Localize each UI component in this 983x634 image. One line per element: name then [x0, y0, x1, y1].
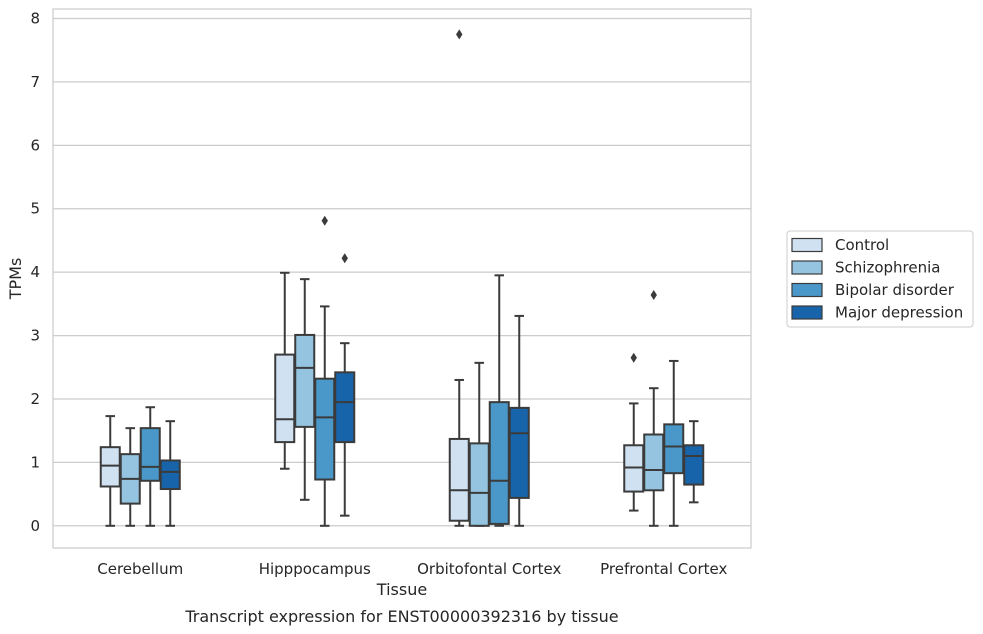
box-bipolar-disorder: [314, 215, 336, 527]
y-axis-ticks: 0 1 2 3 4 5 6 7 8: [30, 10, 40, 535]
y-tick-label: 4: [30, 263, 40, 281]
box-bipolar-disorder: [488, 274, 510, 527]
iqr-box: [468, 442, 490, 527]
iqr-box: [139, 427, 161, 482]
chart-caption: Transcript expression for ENST0000039231…: [184, 607, 618, 626]
box-major-depression: [334, 253, 356, 517]
legend-frame: [786, 230, 974, 328]
box-bipolar-disorder: [139, 406, 161, 527]
outlier-point: [650, 289, 657, 300]
iqr-box: [294, 333, 316, 428]
legend-label: Control: [835, 236, 889, 254]
plot-area-frame: [52, 8, 752, 549]
y-tick-label: 5: [30, 200, 40, 218]
y-tick-label: 7: [30, 73, 40, 91]
iqr-box: [643, 433, 665, 492]
legend-swatch: [791, 282, 823, 298]
y-tick-label: 1: [30, 453, 40, 471]
box-schizophrenia: [468, 361, 490, 527]
legend-swatch: [791, 237, 823, 253]
iqr-box: [314, 377, 336, 481]
iqr-box: [663, 423, 685, 475]
box-control: [623, 352, 645, 512]
legend: Control Schizophrenia Bipolar disorder Majo…: [786, 230, 974, 328]
y-tick-label: 8: [30, 10, 40, 28]
x-axis-ticks: Cerebellum Hipppocampus Orbitofontal Corte…: [97, 560, 727, 578]
x-tick-label: Orbitofontal Cortex: [417, 560, 561, 578]
iqr-box: [448, 437, 470, 522]
box-control: [99, 415, 121, 527]
iqr-box: [159, 459, 181, 491]
outlier-point: [456, 29, 463, 40]
box-control: [274, 271, 296, 470]
legend-label: Major depression: [835, 304, 963, 322]
y-tick-label: 0: [30, 517, 40, 535]
legend-swatch: [791, 260, 823, 275]
y-axis-title: TPMs: [6, 258, 25, 301]
legend-label: Schizophrenia: [835, 259, 940, 277]
y-tick-label: 6: [30, 136, 40, 154]
iqr-box: [508, 406, 530, 499]
x-tick-label: Prefrontal Cortex: [600, 560, 727, 578]
box-control: [448, 29, 470, 527]
legend-label: Bipolar disorder: [835, 281, 955, 299]
outlier-point: [341, 253, 348, 264]
x-axis-title: Tissue: [376, 580, 427, 599]
outlier-point: [321, 215, 328, 226]
iqr-box: [683, 444, 705, 486]
box-schizophrenia: [643, 289, 665, 527]
iqr-box: [99, 446, 121, 488]
box-schizophrenia: [294, 278, 316, 501]
y-tick-label: 3: [30, 327, 40, 345]
box-major-depression: [159, 420, 181, 527]
y-tick-label: 2: [30, 390, 40, 408]
iqr-box: [488, 401, 510, 525]
iqr-box: [274, 353, 296, 444]
iqr-box: [334, 371, 356, 444]
outlier-point: [630, 352, 637, 363]
box-schizophrenia: [119, 427, 141, 527]
legend-swatch: [791, 305, 823, 320]
legend-items: Control Schizophrenia Bipolar disorder Majo…: [791, 236, 963, 322]
x-tick-label: Hipppocampus: [259, 560, 371, 578]
box-groups: [99, 29, 705, 527]
x-tick-label: Cerebellum: [97, 560, 183, 578]
box-major-depression: [683, 420, 705, 504]
box-bipolar-disorder: [663, 359, 685, 527]
box-major-depression: [508, 314, 530, 527]
